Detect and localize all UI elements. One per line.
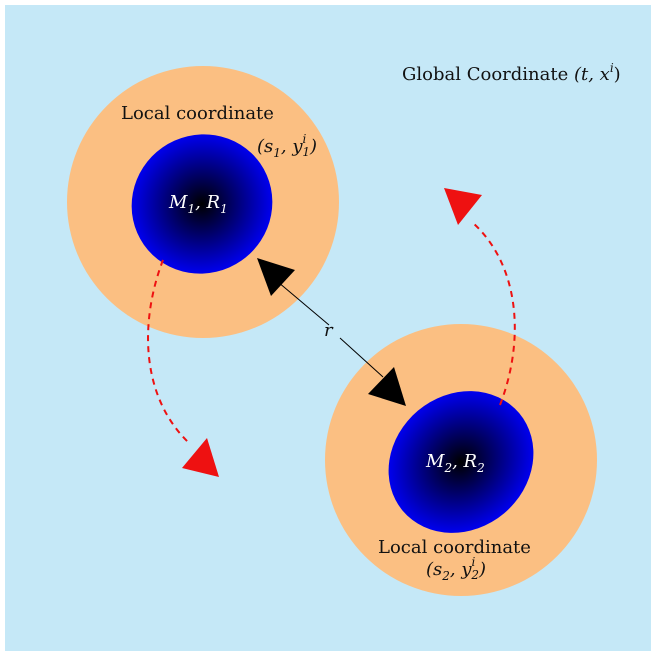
global-coordinate-label: Global Coordinate (t, xi) <box>402 61 621 85</box>
orbit-arrowhead-body-1 <box>182 438 219 477</box>
body-1 <box>131 134 273 274</box>
separation-line-lower <box>339 337 384 378</box>
separation-arrowhead-to-body-2 <box>368 367 406 406</box>
separation-arrowhead-to-body-1 <box>257 258 295 296</box>
body-2-mass-radius-label: M2, R2 <box>425 451 485 475</box>
orbit-arrowhead-body-2 <box>444 188 482 225</box>
body-1-coordinates-label: (s1, yi 1) <box>257 132 317 160</box>
orbit-arc-body-2 <box>471 221 516 406</box>
body-1-local-coordinate-label: Local coordinate <box>121 103 274 124</box>
body-2-coordinates-label: (s2, yi 2) <box>426 555 486 583</box>
orbit-arc-body-1 <box>147 259 189 443</box>
body-1-mass-radius-label: M1, R1 <box>168 192 228 216</box>
separation-label: r <box>324 320 334 341</box>
body-2-local-coordinate-label: Local coordinate <box>378 537 531 558</box>
body-2 <box>388 391 534 533</box>
separation-line-upper <box>277 281 330 326</box>
